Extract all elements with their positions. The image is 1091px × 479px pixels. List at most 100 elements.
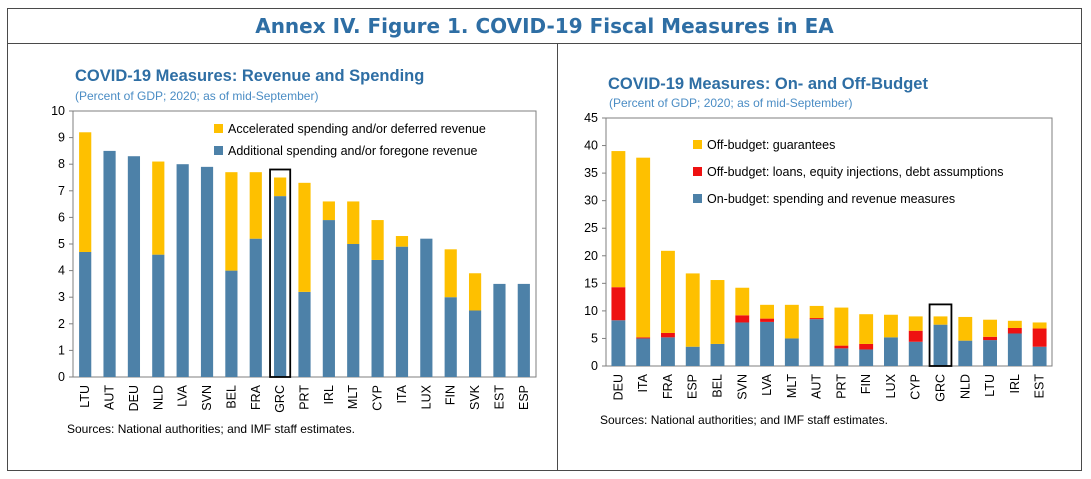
- c2-x-tick-label: AUT: [810, 374, 824, 399]
- c2-bar-irl-s2: [1007, 320, 1022, 328]
- c2-bar-fra-s0: [661, 337, 675, 366]
- chart2-source: Sources: National authorities; and IMF s…: [600, 413, 888, 427]
- c1-x-tick-label: LUX: [419, 384, 433, 409]
- figure-title: Annex IV. Figure 1. COVID-19 Fiscal Meas…: [255, 14, 834, 38]
- c1-x-tick-label: SVK: [468, 384, 482, 410]
- c2-legend-swatch: [693, 140, 702, 149]
- c2-bar-lux-s0: [884, 337, 898, 366]
- c2-legend-label: Off-budget: loans, equity injections, de…: [707, 165, 1003, 179]
- c2-x-tick-label: BEL: [711, 374, 725, 398]
- c2-x-tick-label: GRC: [934, 374, 948, 402]
- c2-x-tick-label: SVN: [735, 374, 749, 400]
- c1-x-tick-label: ITA: [395, 384, 409, 403]
- c2-x-tick-label: LTU: [983, 374, 997, 397]
- c2-x-tick-label: MLT: [785, 374, 799, 398]
- c1-y-tick-label: 5: [58, 237, 65, 251]
- c1-y-tick-label: 10: [51, 104, 65, 118]
- c1-bar-svn-s0: [200, 166, 214, 377]
- c2-bar-ita-s1: [636, 337, 651, 339]
- chart1-source: Sources: National authorities; and IMF s…: [67, 422, 355, 436]
- c1-y-tick-label: 0: [58, 370, 65, 384]
- c2-x-tick-label: ITA: [636, 373, 650, 392]
- c2-bar-aut-s0: [809, 319, 824, 366]
- c2-bar-bel-s2: [710, 280, 725, 344]
- c2-bar-aut-s1: [809, 318, 824, 320]
- c1-bar-fin-s1: [444, 249, 457, 298]
- c2-bar-nld-s2: [958, 316, 973, 341]
- c2-bar-cyp-s2: [908, 316, 923, 331]
- c2-legend-swatch: [693, 167, 702, 176]
- c2-bar-est-s1: [1032, 328, 1047, 347]
- c2-bar-fin-s1: [859, 343, 874, 350]
- c2-bar-fin-s0: [859, 349, 874, 366]
- c2-x-tick-label: PRT: [834, 374, 848, 399]
- c2-bar-prt-s0: [834, 348, 849, 366]
- c2-bar-irl-s1: [1007, 327, 1022, 334]
- c2-bar-lva-s1: [760, 318, 774, 322]
- c1-x-tick-label: NLD: [151, 385, 165, 410]
- c1-x-tick-label: IRL: [322, 385, 336, 405]
- c2-bar-prt-s2: [834, 307, 849, 346]
- c2-x-tick-label: NLD: [958, 374, 972, 399]
- c2-bar-ltu-s2: [983, 319, 997, 337]
- c2-x-tick-label: DEU: [611, 374, 625, 400]
- c2-bar-svn-s0: [735, 322, 750, 366]
- c1-x-tick-label: MLT: [346, 385, 360, 409]
- c1-x-tick-label: EST: [492, 385, 506, 410]
- c1-legend-label: Accelerated spending and/or deferred rev…: [228, 122, 486, 136]
- c2-bar-prt-s1: [834, 345, 849, 349]
- c1-bar-grc-s0: [274, 196, 287, 377]
- c1-x-tick-label: FRA: [249, 384, 263, 410]
- figure-frame: Annex IV. Figure 1. COVID-19 Fiscal Meas…: [7, 8, 1082, 471]
- c1-x-tick-label: LVA: [176, 384, 190, 406]
- c2-y-tick-label: 45: [584, 111, 598, 125]
- c1-legend-swatch: [214, 124, 223, 133]
- c2-bar-deu-s2: [611, 151, 626, 288]
- c2-legend-swatch: [693, 194, 702, 203]
- c1-x-tick-label: DEU: [127, 385, 141, 411]
- c2-x-tick-label: ESP: [686, 374, 700, 399]
- c2-bar-lva-s2: [760, 304, 774, 319]
- c2-plot-area: [605, 117, 1053, 367]
- c1-bar-deu-s0: [127, 156, 141, 377]
- c1-bar-ita-s0: [395, 246, 409, 377]
- c2-bar-cyp-s0: [908, 341, 923, 366]
- c1-bar-prt-s0: [298, 291, 311, 377]
- c2-bar-est-s2: [1032, 322, 1047, 329]
- c1-bar-svk-s0: [468, 310, 482, 377]
- panel-divider: [557, 43, 558, 471]
- c2-highlight-box: [928, 303, 953, 367]
- c1-bar-esp-s0: [517, 283, 530, 377]
- c1-legend-swatch: [214, 146, 223, 155]
- c1-bar-grc-s1: [274, 177, 287, 197]
- c2-bar-mlt-s2: [784, 304, 799, 339]
- c2-bar-bel-s0: [710, 343, 725, 366]
- c1-bar-aut-s0: [103, 150, 116, 377]
- c2-y-tick-label: 20: [584, 249, 598, 263]
- c2-y-tick-label: 10: [584, 304, 598, 318]
- c1-bar-irl-s0: [322, 220, 335, 377]
- chart1-title: COVID-19 Measures: Revenue and Spending: [75, 67, 424, 85]
- c1-y-tick-label: 2: [58, 317, 65, 331]
- c2-bar-lux-s2: [884, 314, 898, 338]
- c2-y-tick-label: 40: [584, 139, 598, 153]
- c1-bar-mlt-s0: [347, 244, 360, 377]
- c1-x-tick-label: AUT: [103, 385, 117, 410]
- chart2-title: COVID-19 Measures: On- and Off-Budget: [608, 75, 928, 93]
- c1-x-tick-label: FIN: [444, 385, 458, 405]
- c2-bar-mlt-s0: [784, 338, 799, 366]
- c1-x-tick-label: CYP: [371, 385, 385, 411]
- c2-bar-ltu-s1: [983, 336, 997, 341]
- c1-bar-est-s0: [493, 283, 506, 377]
- c2-bar-fra-s1: [661, 332, 675, 338]
- c2-bar-deu-s1: [611, 287, 626, 321]
- c1-bar-fin-s0: [444, 297, 457, 377]
- c1-bar-irl-s1: [322, 201, 335, 221]
- c2-bar-nld-s0: [958, 340, 973, 366]
- c1-bar-bel-s0: [225, 270, 238, 377]
- c1-y-tick-label: 8: [58, 157, 65, 171]
- c1-y-tick-label: 7: [58, 184, 65, 198]
- c2-bar-grc-s0: [933, 324, 948, 366]
